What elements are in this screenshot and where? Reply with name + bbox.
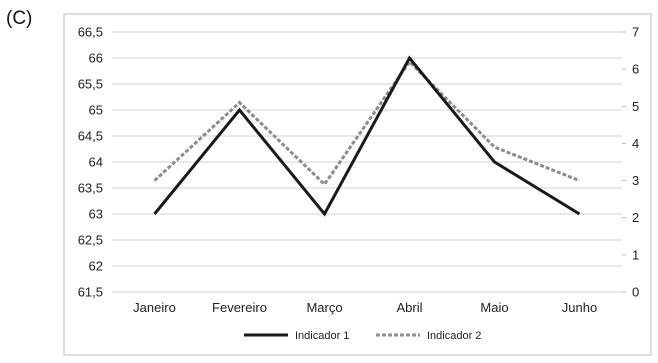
right-axis-tick-label: 2 — [632, 210, 639, 225]
left-axis-tick-label: 63,5 — [78, 181, 103, 196]
x-axis-category-label: Fevereiro — [212, 300, 267, 315]
right-axis-tick-label: 6 — [632, 62, 639, 77]
chart-frame — [63, 13, 652, 356]
right-axis-tick-label: 5 — [632, 99, 639, 114]
x-axis-category-label: Abril — [396, 300, 422, 315]
left-axis-tick-label: 63 — [89, 207, 103, 222]
left-axis-tick-label: 64,5 — [78, 129, 103, 144]
series-line-indicador-1 — [153, 55, 581, 217]
right-axis-tick-label: 0 — [632, 285, 639, 300]
right-axis-tick-label: 4 — [632, 136, 639, 151]
x-axis-category-label: Maio — [480, 300, 508, 315]
legend-label: Indicador 1 — [295, 330, 349, 342]
series-line-indicador-2 — [153, 59, 581, 187]
right-axis-tick-label: 7 — [632, 25, 639, 40]
right-axis-tick-label: 3 — [632, 173, 639, 188]
left-axis-tick-label: 62,5 — [78, 233, 103, 248]
right-axis-tick-label: 1 — [632, 247, 639, 262]
left-axis-tick-label: 64 — [89, 155, 103, 170]
left-axis-tick-label: 62 — [89, 259, 103, 274]
x-axis-category-label: Janeiro — [133, 300, 176, 315]
left-axis-tick-label: 65 — [89, 103, 103, 118]
x-axis-category-label: Março — [306, 300, 342, 315]
x-axis-category-label: Junho — [562, 300, 597, 315]
left-axis-tick-label: 66,5 — [78, 25, 103, 40]
left-axis-tick-label: 66 — [89, 51, 103, 66]
left-axis-tick-label: 65,5 — [78, 77, 103, 92]
left-axis-tick-label: 61,5 — [78, 285, 103, 300]
panel-label: (C) — [6, 8, 33, 29]
legend-label: Indicador 2 — [427, 330, 481, 342]
